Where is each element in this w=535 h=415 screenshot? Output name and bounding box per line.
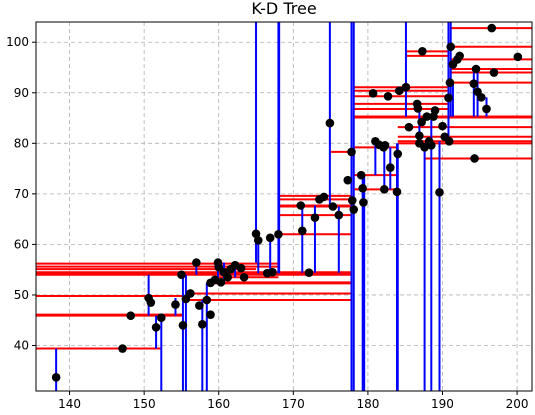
data-point bbox=[146, 298, 156, 307]
data-point bbox=[328, 202, 338, 211]
data-point bbox=[489, 68, 499, 77]
data-point bbox=[435, 188, 444, 197]
data-point bbox=[455, 51, 464, 61]
data-point bbox=[513, 52, 523, 62]
y-tick-label: 40 bbox=[14, 339, 29, 353]
data-point bbox=[446, 42, 456, 52]
data-point bbox=[392, 187, 402, 197]
data-point bbox=[383, 92, 393, 101]
y-tick-label: 80 bbox=[14, 136, 29, 150]
data-point bbox=[422, 112, 432, 121]
data-point bbox=[401, 82, 411, 92]
y-axis: 40 50 60 70 80 90 100 bbox=[6, 35, 36, 353]
data-point bbox=[380, 185, 389, 194]
data-point bbox=[482, 104, 491, 114]
data-point bbox=[349, 205, 359, 214]
data-point bbox=[186, 289, 195, 298]
data-point bbox=[304, 268, 314, 278]
data-point bbox=[251, 229, 261, 239]
data-point bbox=[239, 272, 249, 282]
data-point bbox=[470, 154, 479, 163]
data-point bbox=[413, 104, 423, 113]
data-point bbox=[394, 86, 404, 96]
data-point bbox=[151, 323, 161, 332]
x-tick-label: 170 bbox=[282, 397, 305, 411]
y-tick-label: 50 bbox=[14, 288, 29, 302]
data-point bbox=[177, 270, 186, 280]
data-point bbox=[385, 163, 395, 172]
x-tick-label: 200 bbox=[506, 397, 529, 411]
data-point bbox=[430, 106, 440, 115]
chart-title: K-D Tree bbox=[251, 0, 316, 18]
x-tick-label: 150 bbox=[133, 397, 156, 411]
data-point bbox=[126, 311, 136, 320]
data-point bbox=[334, 210, 344, 220]
data-point bbox=[297, 226, 307, 236]
data-point bbox=[274, 230, 283, 239]
vertical-splits bbox=[55, 22, 488, 391]
horizontal-splits bbox=[36, 27, 532, 350]
y-tick-label: 70 bbox=[14, 187, 29, 201]
data-point bbox=[171, 300, 180, 309]
data-point bbox=[216, 278, 226, 287]
data-point bbox=[420, 143, 429, 152]
data-point bbox=[487, 23, 497, 33]
data-point bbox=[195, 301, 204, 310]
data-point bbox=[444, 93, 453, 103]
data-point bbox=[438, 121, 447, 131]
data-point bbox=[198, 319, 207, 329]
x-tick-label: 140 bbox=[58, 397, 81, 411]
data-point bbox=[347, 147, 356, 157]
x-tick-label: 190 bbox=[431, 397, 454, 411]
data-point bbox=[202, 295, 212, 305]
data-point bbox=[469, 79, 479, 88]
x-axis: 140 150 160 170 180 190 200 bbox=[58, 391, 529, 411]
y-tick-label: 100 bbox=[6, 35, 29, 49]
data-point bbox=[157, 313, 166, 323]
data-point bbox=[118, 344, 127, 353]
data-point bbox=[325, 118, 335, 128]
data-point bbox=[310, 213, 320, 222]
data-point bbox=[356, 170, 366, 180]
data-point bbox=[418, 47, 427, 56]
data-point bbox=[192, 258, 201, 267]
data-points bbox=[51, 23, 523, 382]
data-point bbox=[236, 263, 246, 273]
data-point bbox=[471, 64, 481, 74]
data-point bbox=[223, 272, 232, 282]
data-point bbox=[404, 122, 414, 132]
data-point bbox=[417, 117, 426, 127]
plot-frame bbox=[35, 21, 533, 392]
data-point bbox=[445, 78, 455, 87]
data-point bbox=[178, 320, 188, 330]
data-point bbox=[319, 192, 329, 202]
data-point bbox=[427, 141, 436, 150]
data-point bbox=[265, 233, 275, 243]
data-point bbox=[268, 267, 277, 277]
data-point bbox=[206, 310, 215, 319]
data-point bbox=[359, 198, 368, 207]
data-point bbox=[444, 136, 454, 146]
data-point bbox=[393, 149, 403, 159]
data-point bbox=[253, 236, 263, 245]
y-tick-label: 90 bbox=[14, 86, 29, 100]
data-point bbox=[296, 201, 306, 210]
data-point bbox=[415, 131, 424, 141]
data-point bbox=[380, 141, 390, 150]
x-tick-label: 180 bbox=[356, 397, 379, 411]
data-point bbox=[347, 196, 357, 205]
data-point bbox=[358, 184, 367, 193]
y-tick-label: 60 bbox=[14, 237, 29, 251]
x-tick-label: 160 bbox=[207, 397, 230, 411]
data-point bbox=[368, 88, 378, 98]
data-point bbox=[476, 93, 486, 102]
data-point bbox=[51, 373, 61, 382]
data-point bbox=[343, 175, 353, 185]
